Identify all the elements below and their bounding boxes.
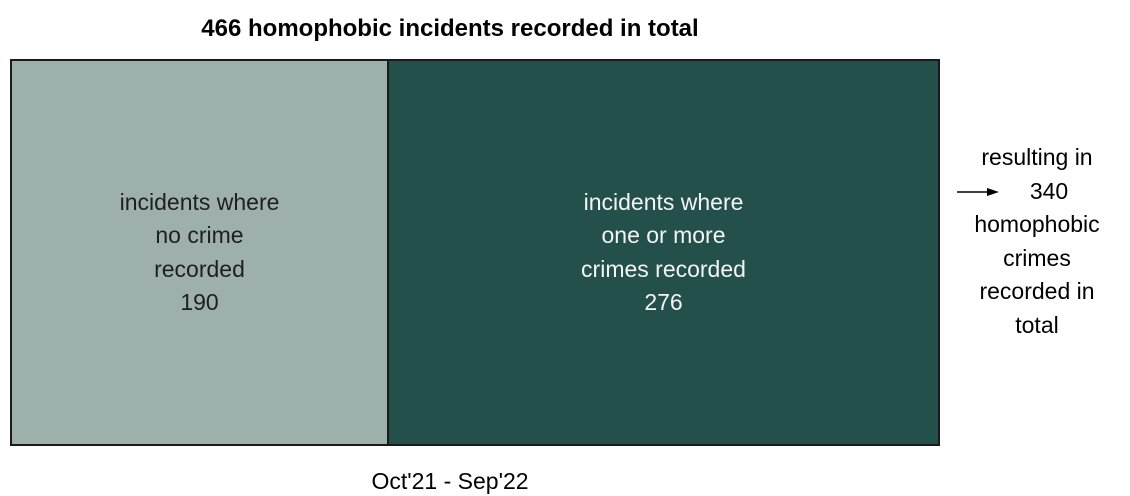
- annotation-line: crimes: [1003, 244, 1071, 271]
- annotation-line: 340: [1029, 177, 1069, 204]
- period-label: Oct'21 - Sep'22: [371, 468, 529, 494]
- block-no-crime-value: 190: [180, 289, 219, 315]
- block-no-crime-label-line: recorded: [154, 255, 245, 282]
- block-crime-label-line: crimes recorded: [581, 255, 746, 282]
- block-crime: incidents where one or more crimes recorde…: [389, 59, 940, 446]
- block-no-crime: incidents where no crime recorded 190: [10, 59, 389, 446]
- stacked-bar: incidents where no crime recorded 190 incide…: [10, 59, 940, 446]
- annotation-line: total: [1015, 311, 1059, 338]
- crimes-total-annotation: resulting in 340 homophobic crimes recorded …: [953, 141, 1121, 343]
- block-no-crime-label-line: incidents where: [119, 188, 280, 215]
- annotation-line: recorded in: [979, 278, 1095, 305]
- block-crime-value: 276: [644, 289, 683, 315]
- block-no-crime-label-line: no crime: [155, 222, 244, 248]
- block-crime-label-line: one or more: [601, 222, 726, 248]
- annotation-line: homophobic: [974, 211, 1100, 238]
- annotation-line: resulting in: [981, 144, 1093, 170]
- right-arrow-icon: [957, 187, 999, 196]
- chart-title: 466 homophobic incidents recorded in tot…: [201, 15, 699, 42]
- block-crime-label-line: incidents where: [583, 188, 744, 215]
